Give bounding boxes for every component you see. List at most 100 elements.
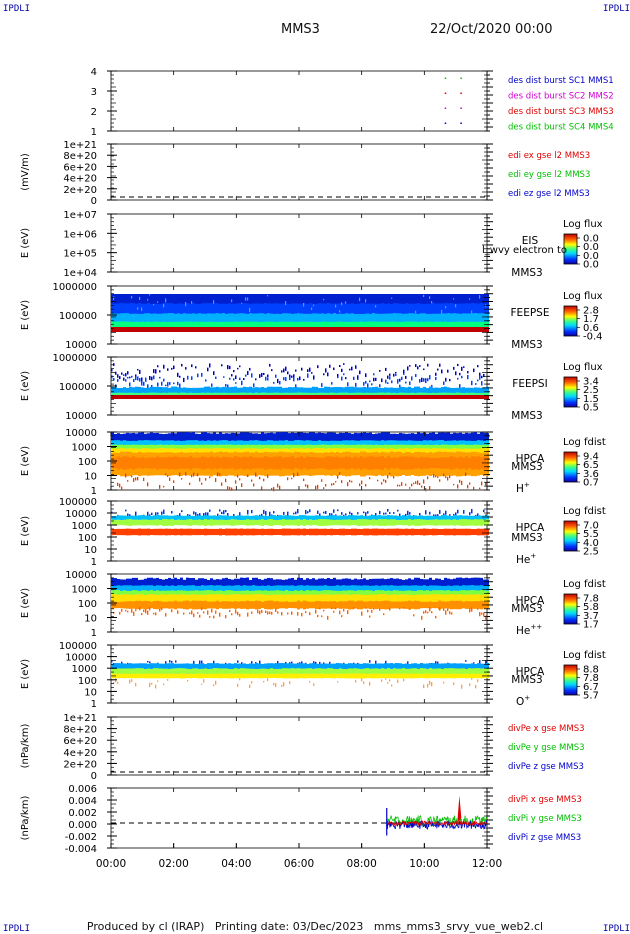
spectrogram-cell xyxy=(150,577,153,589)
spectrogram-speck xyxy=(461,366,463,371)
spectrogram-cell xyxy=(363,519,366,526)
spectrogram-cell xyxy=(114,519,117,526)
spectrogram-cell xyxy=(399,585,402,593)
y-tick-label: 4e+20 xyxy=(63,174,97,185)
spectrogram-cell xyxy=(363,601,366,609)
spectrogram-cell xyxy=(264,327,267,332)
spectrogram-cell xyxy=(255,600,258,610)
spectrogram-cell xyxy=(204,519,207,526)
spectrogram-speck xyxy=(271,611,273,615)
spectrogram-cell xyxy=(336,528,339,536)
spectrogram-cell xyxy=(180,673,183,679)
spectrogram-cell xyxy=(393,433,396,443)
spectrogram-speck xyxy=(455,371,457,376)
spectrogram-cell xyxy=(429,457,432,469)
spectrogram-cell xyxy=(258,585,261,593)
spectrogram-cell xyxy=(255,313,258,325)
spectrogram-speck xyxy=(385,479,387,483)
spectrogram-cell xyxy=(378,594,381,604)
spectrogram-cell xyxy=(384,519,387,526)
spectrogram-cell xyxy=(378,433,381,443)
spectrogram-cell xyxy=(183,594,186,604)
spectrogram-speck xyxy=(441,309,443,314)
spectrogram-speck xyxy=(213,300,215,304)
spectrogram-cell xyxy=(168,303,171,323)
spectrogram-cell xyxy=(396,395,399,399)
spectrogram-speck xyxy=(163,378,165,382)
spectrogram-cell xyxy=(378,321,381,329)
spectrogram-cell xyxy=(468,448,471,456)
spectrogram-cell xyxy=(309,519,312,526)
spectrogram-cell xyxy=(480,321,483,329)
spectrogram-cell xyxy=(117,321,120,329)
spectrogram-cell xyxy=(219,601,222,609)
spectrogram-cell xyxy=(435,601,438,609)
spectrogram-cell xyxy=(405,327,408,332)
spectrogram-speck xyxy=(121,372,123,375)
spectrogram-cell xyxy=(309,585,312,593)
spectrogram-speck xyxy=(261,372,263,377)
spectrogram-cell xyxy=(177,448,180,456)
species-label: He++ xyxy=(516,623,542,637)
spectrogram-cell xyxy=(396,321,399,329)
spectrogram-cell xyxy=(348,585,351,593)
divpi-x-spike xyxy=(457,795,462,823)
spectrogram-speck xyxy=(469,482,471,485)
y-tick-label: 100 xyxy=(78,533,97,544)
spectrogram-cell xyxy=(330,313,333,325)
spectrogram-cell xyxy=(477,594,480,604)
spectrogram-speck xyxy=(435,372,437,376)
spectrogram-cell xyxy=(441,440,444,448)
spectrogram-cell xyxy=(273,433,276,443)
spectrogram-speck xyxy=(327,372,329,377)
spectrogram-speck xyxy=(155,684,157,689)
spectrogram-cell xyxy=(480,432,483,444)
spectrogram-cell xyxy=(114,668,117,676)
spectrogram-cell xyxy=(300,313,303,325)
spectrogram-cell xyxy=(321,440,324,448)
spectrogram-speck xyxy=(325,368,327,373)
spectrogram-cell xyxy=(240,673,243,679)
spectrogram-cell xyxy=(156,600,159,610)
spectrogram-speck xyxy=(325,510,327,514)
spectrogram-cell xyxy=(426,448,429,456)
spectrogram-cell xyxy=(309,327,312,332)
spectrogram-cell xyxy=(174,433,177,443)
spectrogram-cell xyxy=(399,601,402,609)
spectrogram-cell xyxy=(399,313,402,325)
spectrogram-cell xyxy=(216,321,219,329)
spectrogram-cell xyxy=(339,585,342,593)
spectrogram-speck xyxy=(185,472,187,476)
spectrogram-cell xyxy=(348,515,351,522)
y-tick-label: 10 xyxy=(84,614,97,625)
spectrogram-cell xyxy=(276,321,279,329)
spectrogram-speck xyxy=(111,660,113,663)
spectrogram-cell xyxy=(219,313,222,325)
spectrogram-cell xyxy=(345,432,348,444)
spectrogram-cell xyxy=(354,327,357,332)
spectrogram-cell xyxy=(123,440,126,448)
spectrogram-cell xyxy=(465,528,468,536)
colorbar-tick-label: 2.8 xyxy=(583,306,599,317)
spectrogram-speck xyxy=(179,513,181,518)
spectrogram-speck xyxy=(185,302,187,307)
spectrogram-cell xyxy=(180,313,183,325)
spectrogram-cell xyxy=(480,519,483,526)
spectrogram-speck xyxy=(425,378,427,382)
spectrogram-cell xyxy=(255,590,258,597)
spectrogram-cell xyxy=(459,590,462,597)
spectrogram-cell xyxy=(474,321,477,329)
spectrogram-cell xyxy=(192,515,195,522)
spectrogram-cell xyxy=(246,590,249,597)
spectrogram-cell xyxy=(264,673,267,679)
spectrogram-cell xyxy=(321,395,324,399)
y-tick-label: 8e+20 xyxy=(63,725,97,736)
legend-entry: des dist burst SC2 MMS2 xyxy=(508,92,614,102)
spectrogram-cell xyxy=(249,601,252,609)
spectrogram-speck xyxy=(463,366,465,368)
spectrogram-cell xyxy=(144,600,147,610)
spectrogram-cell xyxy=(210,578,213,588)
spectrogram-speck xyxy=(215,610,217,614)
spectrogram-cell xyxy=(234,321,237,329)
spectrogram-speck xyxy=(389,512,391,514)
